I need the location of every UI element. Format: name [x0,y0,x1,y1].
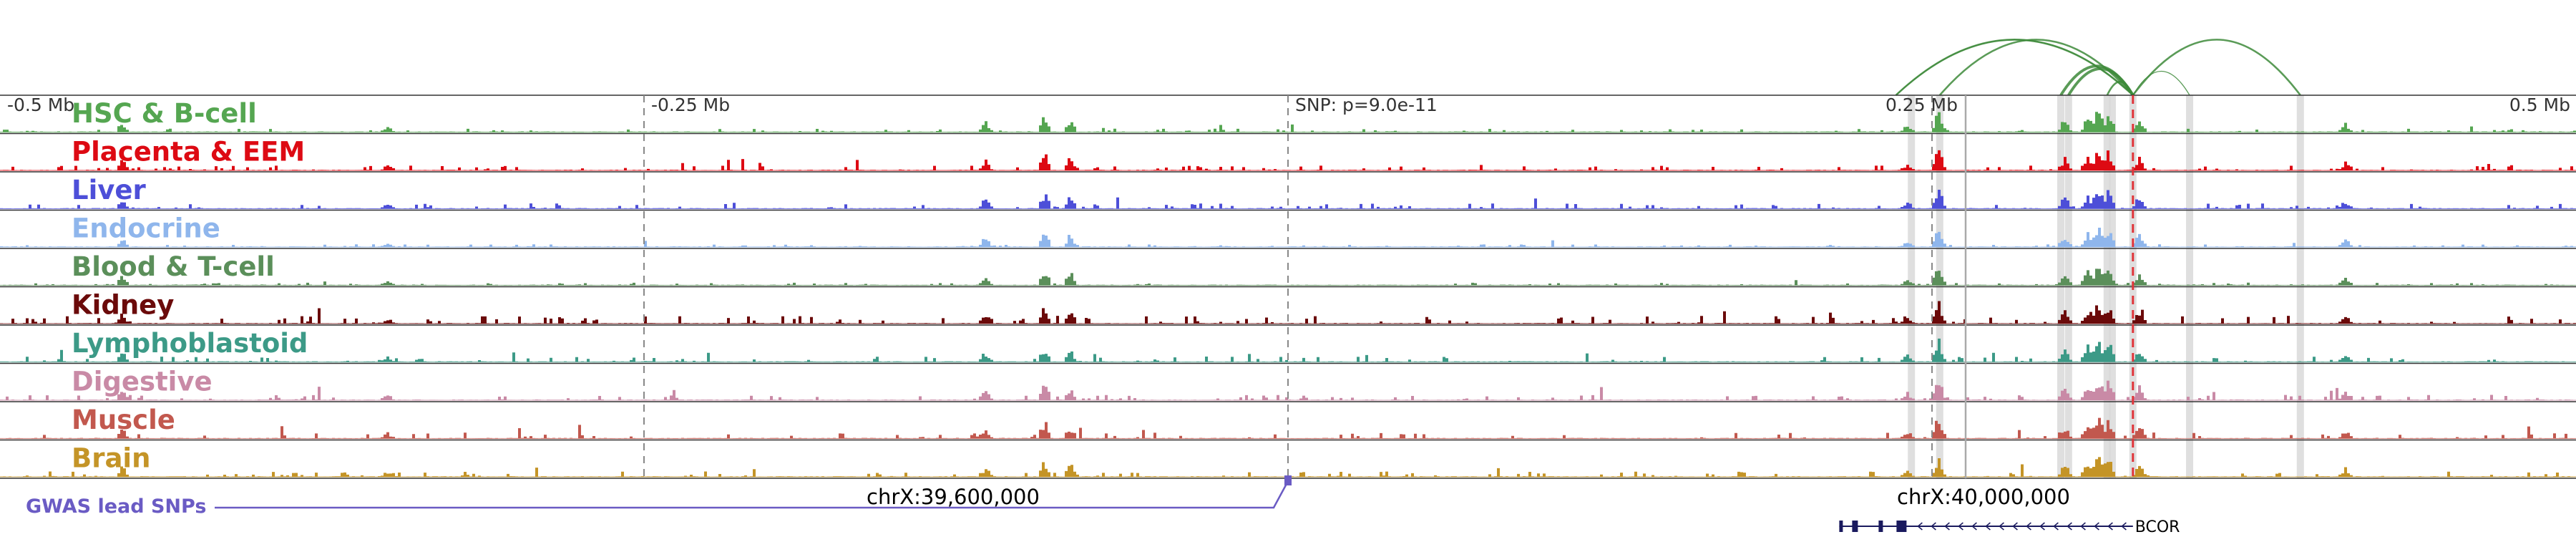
loop-arc [2106,81,2134,96]
gene-exon [1852,521,1858,532]
track-label: Brain [72,443,150,474]
gene-exon [1839,521,1843,532]
gene-strand-arrow [2121,522,2127,531]
genomic-coordinate-label: chrX:40,000,000 [1897,485,2070,509]
track-label: Lymphoblastoid [72,328,308,359]
gene-strand-arrow [1971,522,1977,531]
gene-strand-arrow [2012,522,2018,531]
track-label: Digestive [72,367,213,397]
track-signal [0,457,2576,477]
gene-strand-arrow [2067,522,2072,531]
position-axis: -0.5 Mb -0.25 Mb SNP: p=9.0e-11 0.25 Mb 0.5 … [7,95,2570,509]
gene-strand-arrow [1944,522,1950,531]
track-label: Liver [72,175,146,205]
track-label: Muscle [72,405,175,435]
axis-tick-label: 0.25 Mb [1885,95,1958,115]
gene-strand-arrow [2053,522,2059,531]
gene-strand-arrow [2107,522,2113,531]
gene-strand-arrow [2039,522,2045,531]
gene-strand-arrow [1931,522,1936,531]
axis-tick-label: -0.25 Mb [651,95,730,115]
gene-strand-arrow [2094,522,2099,531]
gwas-connector [215,477,1289,509]
gene-strand-arrow [1917,522,1923,531]
gwas-track-label: GWAS lead SNPs [26,495,206,518]
track-label: HSC & B-cell [72,98,257,129]
genomic-coordinate-label: chrX:39,600,000 [867,485,1040,509]
loop-arc [2132,39,2301,96]
track-label: Placenta & EEM [72,137,305,168]
gene-strand-arrow [1958,522,1963,531]
gwas-track: GWAS lead SNPs [26,475,1292,518]
axis-tick-label: SNP: p=9.0e-11 [1295,95,1438,115]
track-label: Kidney [72,290,174,321]
gene-track: BCOR [1839,518,2180,536]
track-label: Endocrine [72,213,220,244]
gene-exon [1896,521,1907,532]
vertical-markers [643,95,2135,478]
chromatin-loops [1895,39,2301,97]
axis-tick-label: -0.5 Mb [7,95,74,115]
gene-exon [1878,521,1883,532]
gene-strand-arrow [1985,522,1991,531]
gene-strand-arrow [2080,522,2086,531]
axis-tick-label: 0.5 Mb [2509,95,2570,115]
track-label: Blood & T-cell [72,251,275,282]
gwas-snp-marker [1284,475,1292,485]
track-signal [0,112,2576,132]
gene-name-label: BCOR [2135,518,2180,536]
track-hsc-b-cell: HSC & B-cell [0,95,2576,133]
gene-strand-arrow [1999,522,2004,531]
gene-strand-arrow [2026,522,2031,531]
